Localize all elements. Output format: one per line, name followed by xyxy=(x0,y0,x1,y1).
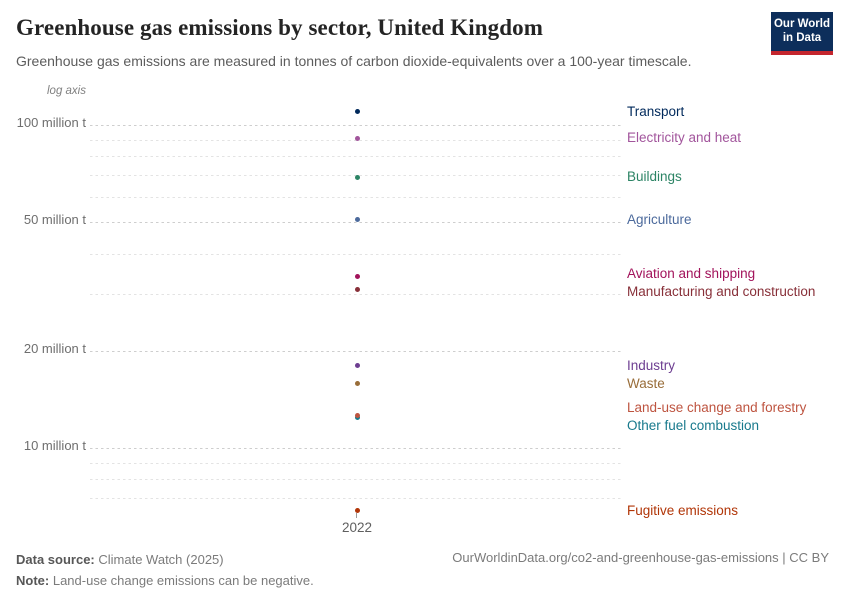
y-axis-tick-label-20: 20 million t xyxy=(23,340,86,356)
y-axis-tick-label-10: 10 million t xyxy=(23,438,86,453)
footer-source-note: Data source: Climate Watch (2025) Note: … xyxy=(16,549,314,591)
log-axis-label: log axis xyxy=(47,85,86,97)
series-label-aviation-and-shipping: Aviation and shipping xyxy=(627,265,756,281)
series-label-buildings: Buildings xyxy=(627,169,682,185)
gridline-30-million xyxy=(90,293,622,295)
series-label-electricity-and-heat: Electricity and heat xyxy=(627,130,742,146)
series-label-waste: Waste xyxy=(627,375,665,391)
series-label-agriculture: Agriculture xyxy=(627,211,692,227)
x-axis-tick-mark xyxy=(356,513,357,518)
data-source-value: Climate Watch (2025) xyxy=(98,552,224,567)
y-axis-tick-label-50: 50 million t xyxy=(23,212,86,228)
series-label-land-use-change-and-forestry: Land-use change and forestry xyxy=(627,399,807,415)
data-point-buildings xyxy=(354,174,360,180)
data-point-fugitive-emissions xyxy=(354,508,360,514)
gridline-40-million xyxy=(90,253,622,255)
data-point-land-use-change-and-forestry xyxy=(354,413,360,419)
gridline-50-million xyxy=(90,222,622,224)
gridline-8-million xyxy=(90,479,622,481)
gridline-80-million xyxy=(90,156,622,158)
x-axis-tick-label: 2022 xyxy=(341,520,373,535)
data-point-aviation-and-shipping xyxy=(354,273,360,279)
y-axis-tick-label-100: 100 million t xyxy=(16,115,86,130)
series-label-other-fuel-combustion: Other fuel combustion xyxy=(627,417,760,433)
attribution-text: OurWorldinData.org/co2-and-greenhouse-ga… xyxy=(452,550,829,565)
series-label-transport: Transport xyxy=(627,103,685,119)
data-point-manufacturing-and-construction xyxy=(354,286,360,292)
data-point-industry xyxy=(354,363,360,368)
data-point-agriculture xyxy=(354,217,360,222)
chart-title: Greenhouse gas emissions by sector, Unit… xyxy=(16,15,544,40)
gridline-60-million xyxy=(90,196,622,198)
series-label-fugitive-emissions: Fugitive emissions xyxy=(627,502,739,518)
gridline-100-million xyxy=(90,125,622,126)
chart-subtitle: Greenhouse gas emissions are measured in… xyxy=(16,53,692,69)
note-line: Note: Land-use change emissions can be n… xyxy=(16,570,314,591)
owid-logo-line2: in Data xyxy=(782,31,822,44)
series-label-industry: Industry xyxy=(627,357,676,373)
data-point-waste xyxy=(354,381,360,387)
note-value: Land-use change emissions can be negativ… xyxy=(52,573,314,588)
gridline-10-million xyxy=(90,448,622,449)
series-label-manufacturing-and-construction: Manufacturing and construction xyxy=(627,283,816,299)
gridline-9-million xyxy=(90,462,622,464)
data-source-label: Data source: xyxy=(16,552,95,567)
gridline-20-million xyxy=(90,350,622,352)
owid-logo: Our World in Data xyxy=(771,12,833,55)
data-source-line: Data source: Climate Watch (2025) xyxy=(16,549,314,570)
owid-logo-line1: Our World xyxy=(773,18,830,30)
gridline-7-million xyxy=(90,498,622,499)
note-label: Note: xyxy=(16,573,50,588)
data-point-transport xyxy=(354,109,360,115)
data-point-electricity-and-heat xyxy=(354,135,360,141)
